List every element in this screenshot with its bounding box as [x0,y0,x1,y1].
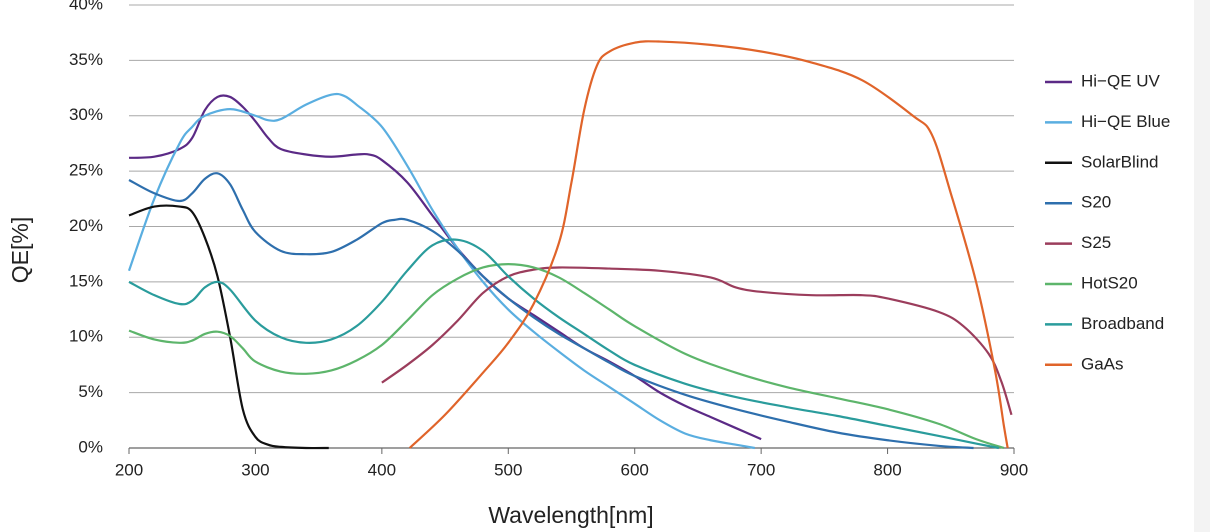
series-line [128,204,329,450]
legend-label: HotS20 [1081,273,1138,292]
series-line [128,263,1005,450]
legend-label: Hi−QE UV [1081,71,1161,90]
x-tick-label: 200 [115,460,143,479]
legend-label: GaAs [1081,354,1124,373]
y-tick-label: 20% [69,216,103,235]
x-axis-title: Wavelength[nm] [488,502,653,528]
y-tick-label: 15% [69,271,103,290]
side-strip [1194,0,1210,532]
series-line [127,92,756,450]
y-tick-label: 0% [78,437,103,456]
y-axis-title: QE[%] [7,217,33,283]
x-tick-label: 700 [747,460,775,479]
y-tick-label: 5% [78,382,103,401]
y-tick-label: 25% [69,161,103,180]
x-tick-label: 900 [1000,460,1028,479]
y-tick-label: 40% [69,0,103,13]
series-line [381,266,1013,416]
legend-label: S25 [1081,233,1111,252]
series-line [128,238,1000,450]
x-tick-label: 800 [873,460,901,479]
legend-label: Broadband [1081,314,1164,333]
y-tick-label: 30% [69,105,103,124]
x-tick-label: 600 [621,460,649,479]
x-tick-label: 400 [368,460,396,479]
legend-label: Hi−QE Blue [1081,112,1170,131]
series-line [128,172,974,450]
legend-label: S20 [1081,193,1111,212]
legend-label: SolarBlind [1081,152,1159,171]
y-tick-label: 35% [69,50,103,69]
x-tick-label: 500 [494,460,522,479]
x-tick-label: 300 [241,460,269,479]
y-tick-label: 10% [69,327,103,346]
series-line [408,40,1009,449]
